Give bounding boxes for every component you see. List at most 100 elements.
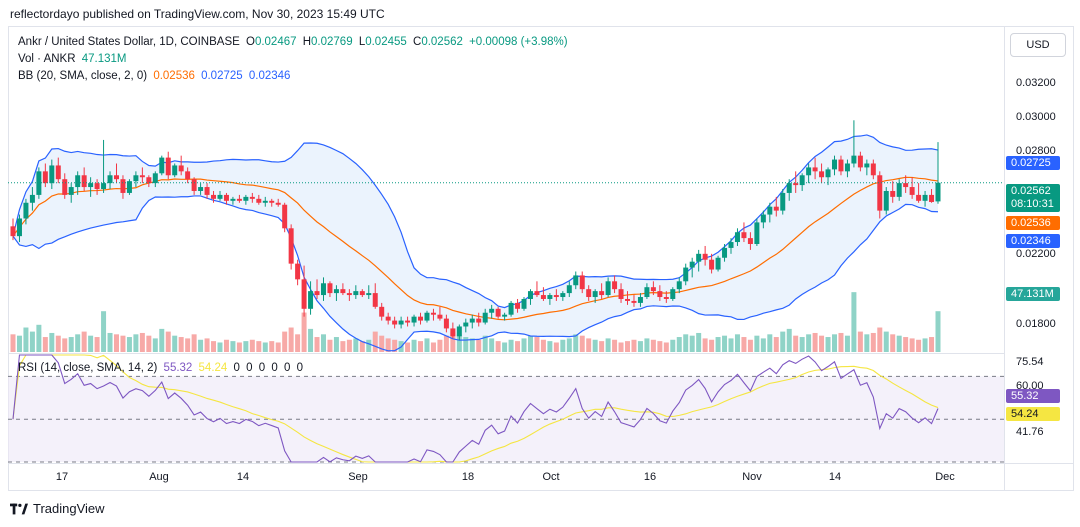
candle-body <box>42 171 48 184</box>
candle-body <box>327 283 333 294</box>
volume-bar <box>896 335 902 352</box>
candle-body <box>683 267 689 282</box>
bb-lower-value: 0.02346 <box>248 70 291 82</box>
volume-bar <box>243 341 249 352</box>
date-tick: Nov <box>742 471 762 483</box>
volume-bar <box>903 337 909 352</box>
price-tick: 0.03200 <box>1016 77 1056 89</box>
bb-lower-line <box>12 195 939 352</box>
rsi-extra-value: 0 <box>233 362 240 374</box>
rsi-extra-value: 0 <box>246 362 253 374</box>
candle-body <box>94 183 100 190</box>
candle-body <box>521 298 527 309</box>
rsi-extra-value: 0 <box>258 362 266 374</box>
volume-bar <box>709 339 715 352</box>
candle-body <box>592 291 598 298</box>
volume-bar <box>592 339 598 352</box>
volume-bar <box>870 332 876 352</box>
bb-upper-value: 0.02725 <box>201 70 243 82</box>
volume-bar <box>637 341 643 352</box>
volume-bar <box>372 331 378 352</box>
candle-body <box>366 293 372 296</box>
date-tick: Sep <box>348 471 368 483</box>
volume-bar <box>333 337 339 352</box>
volume-bar <box>631 339 637 352</box>
rsi-tick: 75.54 <box>1016 356 1044 368</box>
candle-body <box>456 326 462 337</box>
candle-body <box>618 289 624 299</box>
volume-bar <box>605 338 611 352</box>
candle-body <box>540 295 546 299</box>
volume-bar <box>178 337 184 352</box>
volume-bar <box>282 331 288 352</box>
candle-body <box>696 253 702 262</box>
candle-body <box>650 287 656 292</box>
volume-bar <box>456 334 462 352</box>
price-axis-divider <box>1004 26 1005 491</box>
volume-bar <box>172 335 178 352</box>
candle-body <box>314 291 320 296</box>
volume-bar <box>922 338 928 352</box>
rsi-ma-badge: 54.24 <box>1006 407 1060 421</box>
candle-body <box>534 291 540 296</box>
date-tick: 14 <box>828 471 842 483</box>
volume-bar <box>23 327 29 352</box>
candle-body <box>282 204 288 229</box>
volume-bar <box>42 337 48 352</box>
pane-divider[interactable] <box>8 353 1004 354</box>
candle-body <box>896 183 902 197</box>
volume-bar <box>327 339 333 352</box>
bb-legend[interactable]: BB (20, SMA, close, 2, 0) 0.02536 0.0272… <box>18 70 293 82</box>
volume-bar <box>890 334 896 352</box>
volume-bar <box>211 341 217 352</box>
currency-button[interactable]: USD <box>1010 33 1066 57</box>
volume-bar <box>230 341 236 352</box>
volume-bar <box>832 334 838 352</box>
volume-bar <box>527 335 533 352</box>
candle-body <box>275 202 281 205</box>
volume-bar <box>670 339 676 352</box>
volume-bar <box>851 292 857 352</box>
volume-bar <box>405 342 411 352</box>
candle-body <box>405 320 411 323</box>
candle-body <box>217 194 223 199</box>
candle-body <box>262 200 268 203</box>
candle-body <box>709 259 715 270</box>
candle-body <box>760 214 766 223</box>
tradingview-logo[interactable]: TradingView <box>10 501 105 516</box>
candle-body <box>502 314 508 317</box>
volume-bar <box>385 338 391 352</box>
volume-bar <box>139 332 145 352</box>
volume-bar <box>430 342 436 352</box>
volume-bar <box>49 332 55 352</box>
volume-bar <box>81 331 87 352</box>
candle-body <box>657 291 663 298</box>
candle-body <box>55 165 61 180</box>
candle-body <box>159 157 165 174</box>
close-label: C <box>413 36 422 48</box>
rsi-legend[interactable]: RSI (14, close, SMA, 14, 2) 55.32 54.24 … <box>18 362 306 374</box>
candle-body <box>799 175 805 186</box>
close-value: 0.02562 <box>421 36 463 48</box>
last-price-badge: 0.02562 08:10:31 <box>1006 184 1060 212</box>
volume-bar <box>864 334 870 352</box>
candle-body <box>185 171 191 180</box>
volume-bar <box>107 332 113 352</box>
symbol-legend[interactable]: Ankr / United States Dollar, 1D, COINBAS… <box>18 36 571 48</box>
volume-bar <box>366 339 372 352</box>
volume-label: Vol · ANKR <box>18 53 76 65</box>
candle-body <box>547 295 553 299</box>
volume-bar <box>793 335 799 352</box>
candle-body <box>469 318 475 323</box>
candle-body <box>411 316 417 323</box>
volume-bar <box>152 338 158 352</box>
date-tick: 14 <box>236 471 250 483</box>
candle-body <box>23 202 29 219</box>
volume-bar <box>573 334 579 352</box>
candle-body <box>172 165 178 176</box>
volume-bar <box>935 311 941 352</box>
volume-bar <box>502 342 508 352</box>
volume-legend[interactable]: Vol · ANKR 47.131M <box>18 53 130 65</box>
volume-bar <box>133 334 139 352</box>
